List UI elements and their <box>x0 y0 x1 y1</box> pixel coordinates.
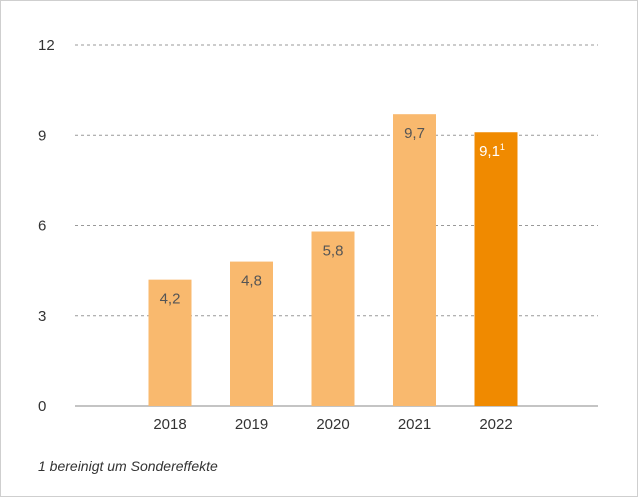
value-label: 5,8 <box>323 243 344 260</box>
y-tick-label: 9 <box>38 127 46 144</box>
value-label: 4,8 <box>241 273 262 290</box>
x-tick-label: 2019 <box>235 416 268 433</box>
value-label-text: 5,8 <box>323 243 344 260</box>
bar <box>393 114 436 407</box>
x-tick-label: 2021 <box>398 416 431 433</box>
bar <box>148 279 192 406</box>
y-tick-label: 12 <box>38 37 55 54</box>
footnote-marker: 1 <box>500 142 505 152</box>
footnote: 1 bereinigt um Sondereffekte <box>38 458 218 474</box>
y-tick-label: 0 <box>38 398 46 415</box>
value-label-text: 9,1 <box>479 143 500 160</box>
bar <box>230 261 273 406</box>
value-label-text: 9,7 <box>404 125 425 142</box>
bar <box>311 231 355 406</box>
value-label: 4,2 <box>160 291 181 308</box>
y-tick-label: 3 <box>38 308 46 325</box>
x-tick-label: 2020 <box>316 416 349 433</box>
x-tick-label: 2018 <box>153 416 186 433</box>
value-label: 9,11 <box>479 142 505 160</box>
x-tick-label: 2022 <box>479 416 512 433</box>
value-label-text: 4,2 <box>160 291 181 308</box>
bar <box>474 132 518 406</box>
y-tick-label: 6 <box>38 218 46 235</box>
value-label-text: 4,8 <box>241 273 262 290</box>
value-label: 9,7 <box>404 125 425 142</box>
